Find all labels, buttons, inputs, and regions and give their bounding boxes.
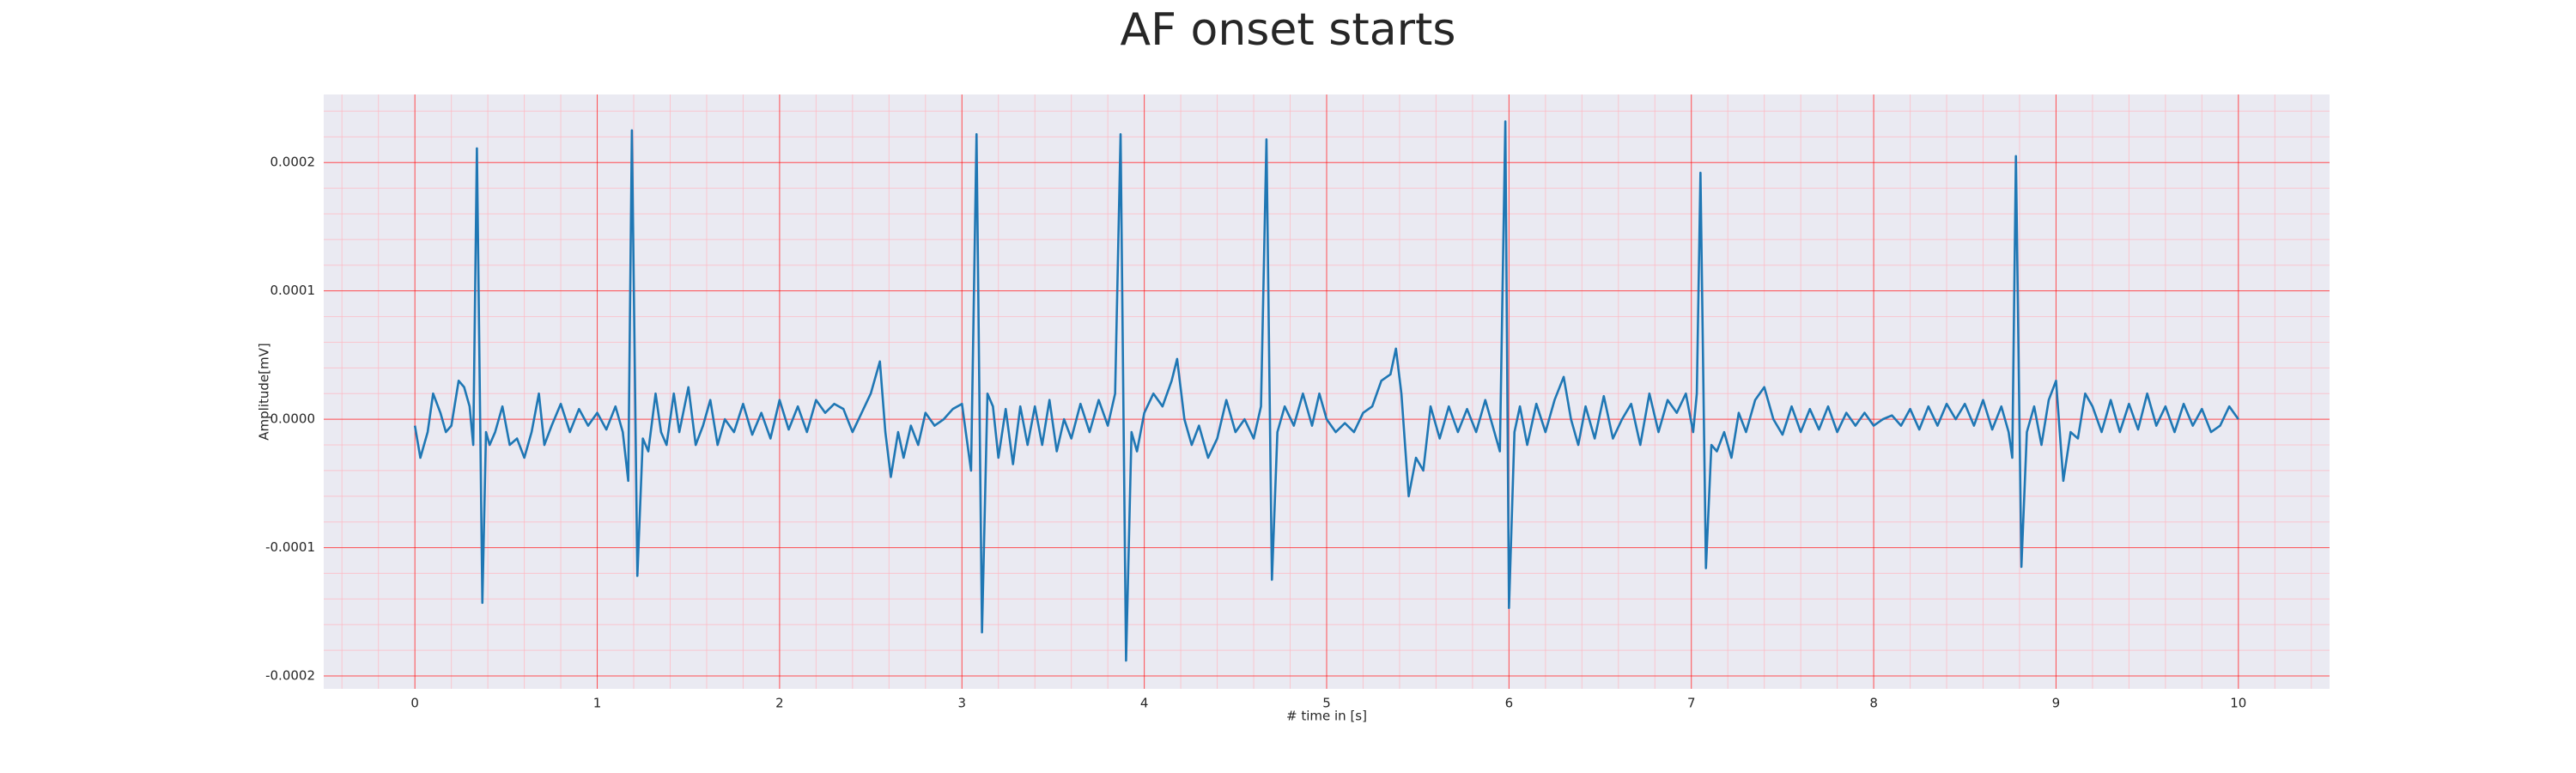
x-tick-label: 10 xyxy=(2230,696,2246,711)
chart-title: AF onset starts xyxy=(1121,4,1456,56)
y-tick-label: 0.0002 xyxy=(270,155,316,170)
x-tick-label: 9 xyxy=(2052,696,2061,711)
x-tick-label: 7 xyxy=(1687,696,1696,711)
y-axis-label: Amplitude[mV] xyxy=(257,343,272,440)
x-tick-label: 6 xyxy=(1505,696,1514,711)
y-tick-label: -0.0001 xyxy=(265,539,315,555)
x-tick-label: 1 xyxy=(593,696,602,711)
x-tick-label: 4 xyxy=(1140,696,1149,711)
x-tick-label: 5 xyxy=(1322,696,1331,711)
x-tick-label: 0 xyxy=(410,696,419,711)
y-tick-label: -0.0002 xyxy=(265,668,315,684)
x-axis-label: # time in [s] xyxy=(1286,709,1367,724)
x-tick-label: 8 xyxy=(1869,696,1878,711)
y-tick-label: 0.0001 xyxy=(270,283,316,298)
x-tick-label: 2 xyxy=(775,696,784,711)
signal-line xyxy=(413,120,2239,662)
y-tick-label: 0.0000 xyxy=(270,411,316,427)
x-tick-label: 3 xyxy=(957,696,966,711)
